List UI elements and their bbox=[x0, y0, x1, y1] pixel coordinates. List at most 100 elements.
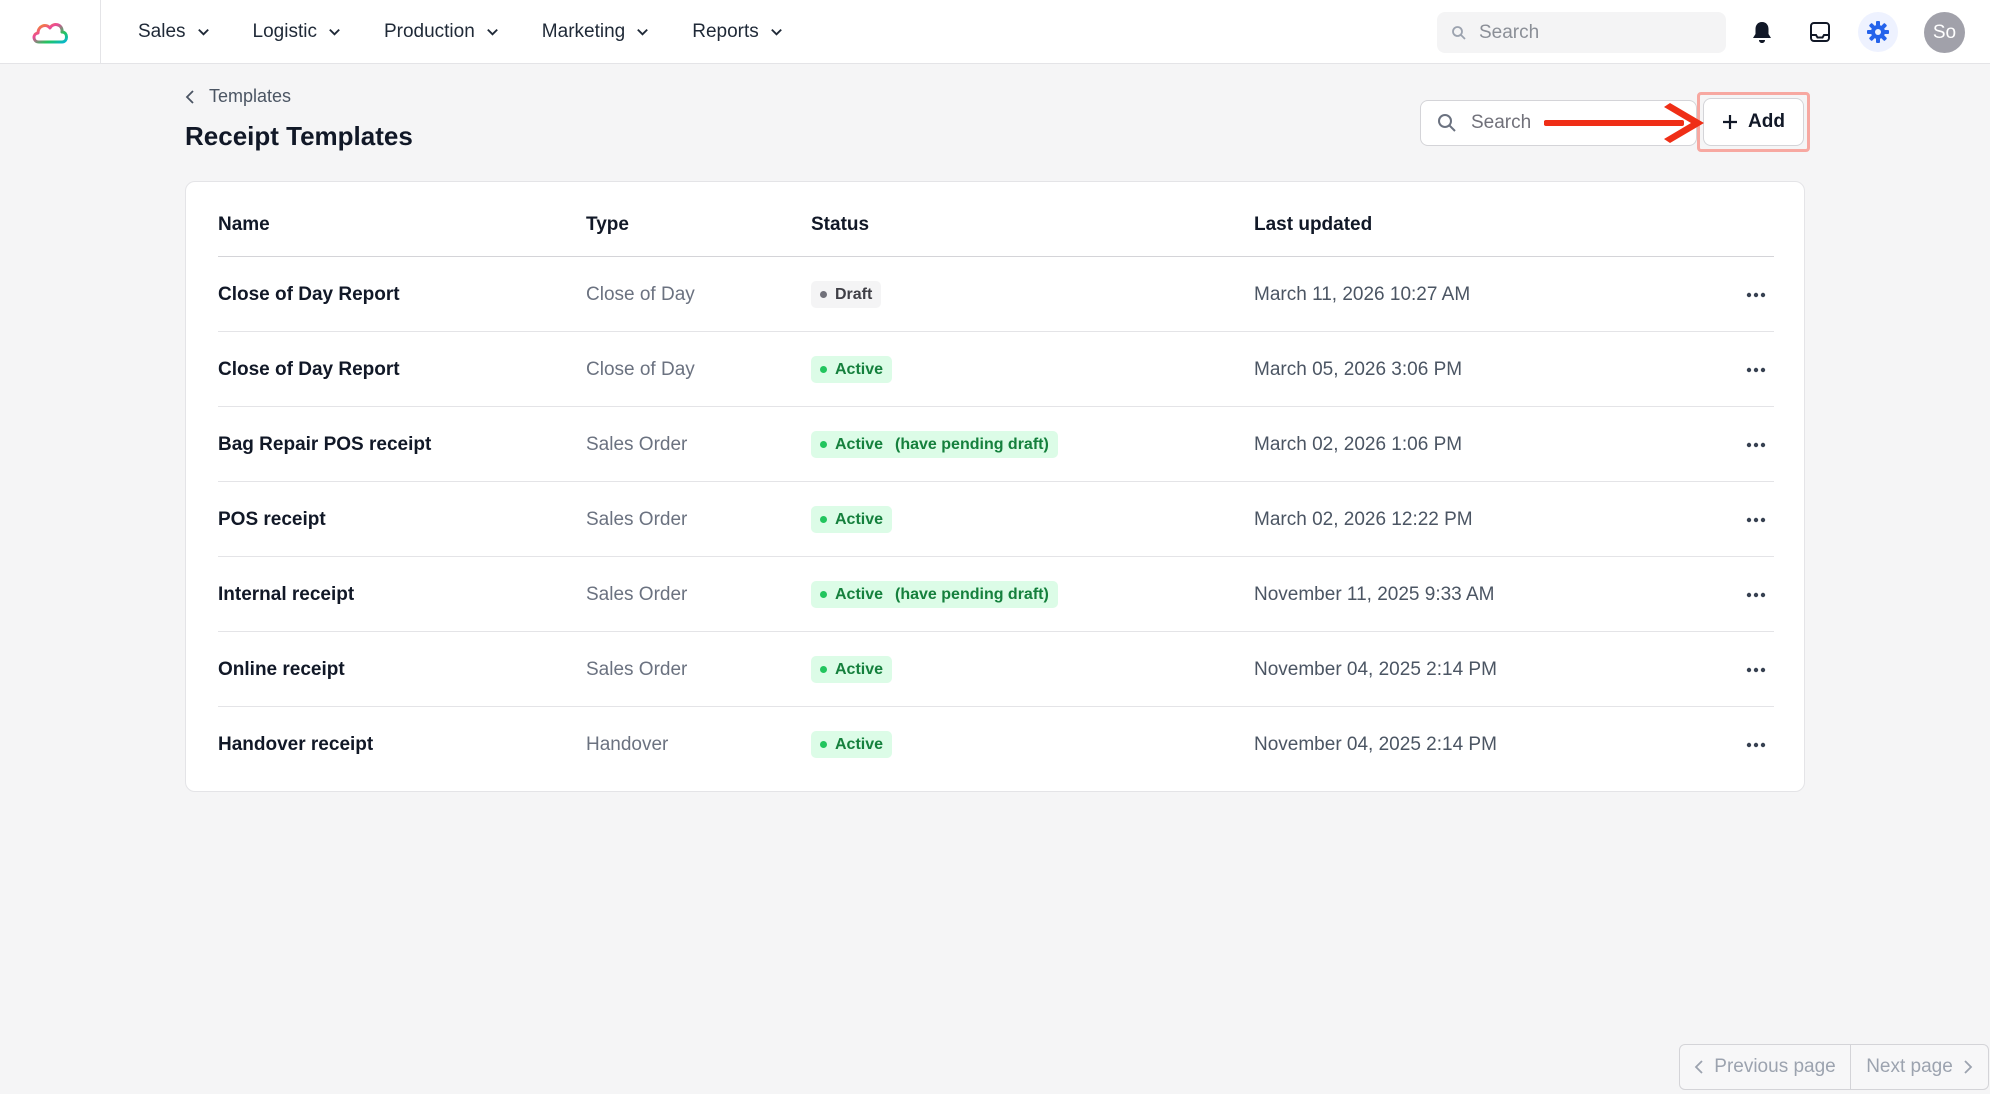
template-name[interactable]: POS receipt bbox=[218, 509, 326, 530]
status-badge: Active bbox=[811, 506, 893, 533]
last-updated: March 11, 2026 10:27 AM bbox=[1254, 284, 1471, 305]
status-extra: (have pending draft) bbox=[895, 585, 1049, 603]
bell-icon bbox=[1753, 22, 1771, 43]
template-type: Sales Order bbox=[586, 584, 688, 605]
status-cell: Active bbox=[811, 656, 893, 683]
status-label: Active bbox=[835, 360, 884, 378]
status-badge: Active (have pending draft) bbox=[811, 581, 1058, 608]
template-type: Handover bbox=[586, 734, 669, 755]
breadcrumb-label: Templates bbox=[209, 86, 292, 106]
last-updated: November 11, 2025 9:33 AM bbox=[1254, 584, 1495, 605]
more-horizontal-icon bbox=[1746, 292, 1766, 298]
more-horizontal-icon bbox=[1746, 517, 1766, 523]
more-horizontal-icon bbox=[1746, 592, 1766, 598]
chevron-right-icon bbox=[1964, 1060, 1973, 1074]
table-row[interactable]: Close of Day Report Close of Day Draft Marc… bbox=[218, 257, 1774, 332]
app-logo[interactable] bbox=[0, 0, 101, 63]
table-row[interactable]: Handover receipt Handover Active November 0… bbox=[218, 707, 1774, 782]
more-horizontal-icon bbox=[1746, 442, 1766, 448]
nav-sales[interactable]: Sales bbox=[138, 21, 211, 43]
table-row[interactable]: Internal receipt Sales Order Active (have p… bbox=[218, 557, 1774, 632]
last-updated: November 04, 2025 2:14 PM bbox=[1254, 734, 1497, 755]
add-template-button[interactable]: Add bbox=[1703, 98, 1804, 146]
chevron-down-icon bbox=[486, 28, 498, 36]
template-name[interactable]: Close of Day Report bbox=[218, 359, 400, 380]
column-header-last-updated[interactable]: Last updated bbox=[1254, 214, 1373, 235]
annotation-arrow-icon bbox=[1544, 103, 1704, 143]
nav-marketing[interactable]: Marketing bbox=[542, 21, 650, 43]
chevron-down-icon bbox=[637, 28, 649, 36]
chevron-left-icon bbox=[185, 89, 194, 104]
chevron-down-icon bbox=[197, 28, 209, 36]
template-name[interactable]: Bag Repair POS receipt bbox=[218, 434, 432, 455]
table-row[interactable]: Online receipt Sales Order Active November … bbox=[218, 632, 1774, 707]
last-updated: March 02, 2026 12:22 PM bbox=[1254, 509, 1473, 530]
template-name[interactable]: Internal receipt bbox=[218, 584, 355, 605]
global-search-input[interactable] bbox=[1479, 21, 1699, 44]
next-page-button[interactable]: Next page bbox=[1851, 1045, 1988, 1089]
last-updated: November 04, 2025 2:14 PM bbox=[1254, 659, 1497, 680]
breadcrumb-back[interactable]: Templates bbox=[185, 86, 291, 107]
nav-reports-label: Reports bbox=[692, 20, 759, 42]
more-horizontal-icon bbox=[1746, 367, 1766, 373]
table-row[interactable]: Close of Day Report Close of Day Active Mar… bbox=[218, 332, 1774, 407]
row-actions-button[interactable] bbox=[1743, 432, 1769, 458]
inbox-icon bbox=[1810, 22, 1830, 42]
status-label: Active bbox=[835, 585, 884, 603]
row-actions-button[interactable] bbox=[1743, 357, 1769, 383]
nav-logistic[interactable]: Logistic bbox=[253, 21, 342, 43]
status-dot-icon bbox=[820, 741, 827, 748]
status-label: Active bbox=[835, 660, 884, 678]
status-dot-icon bbox=[820, 291, 827, 298]
row-actions-button[interactable] bbox=[1743, 507, 1769, 533]
nav-production[interactable]: Production bbox=[384, 21, 500, 43]
table-row[interactable]: POS receipt Sales Order Active March 02, 20… bbox=[218, 482, 1774, 557]
next-page-label: Next page bbox=[1866, 1056, 1953, 1077]
notifications-button[interactable] bbox=[1742, 12, 1782, 52]
row-actions-button[interactable] bbox=[1743, 582, 1769, 608]
status-label: Draft bbox=[835, 285, 873, 303]
user-avatar[interactable]: So bbox=[1924, 12, 1965, 53]
settings-button[interactable] bbox=[1858, 12, 1898, 52]
template-name[interactable]: Handover receipt bbox=[218, 734, 374, 755]
status-label: Active bbox=[835, 435, 884, 453]
template-type: Close of Day bbox=[586, 359, 695, 380]
column-header-name[interactable]: Name bbox=[218, 214, 270, 235]
search-icon bbox=[1438, 114, 1456, 132]
column-header-status[interactable]: Status bbox=[811, 214, 870, 235]
main-nav: Sales Logistic Production Marketing Repo… bbox=[138, 0, 826, 63]
pagination: Previous page Next page bbox=[1679, 1044, 1989, 1090]
previous-page-button[interactable]: Previous page bbox=[1680, 1045, 1851, 1089]
status-badge: Active bbox=[811, 731, 893, 758]
nav-logistic-label: Logistic bbox=[252, 20, 317, 42]
more-horizontal-icon bbox=[1746, 667, 1766, 673]
inbox-button[interactable] bbox=[1800, 12, 1840, 52]
row-actions-button[interactable] bbox=[1743, 282, 1769, 308]
status-cell: Active (have pending draft) bbox=[811, 431, 1058, 458]
status-extra: (have pending draft) bbox=[895, 435, 1049, 453]
status-dot-icon bbox=[820, 366, 827, 373]
column-header-type[interactable]: Type bbox=[586, 214, 629, 235]
add-button-label: Add bbox=[1748, 111, 1785, 132]
cloud-logo-icon bbox=[32, 22, 68, 43]
global-search[interactable] bbox=[1437, 12, 1726, 53]
more-horizontal-icon bbox=[1746, 742, 1766, 748]
template-type: Sales Order bbox=[586, 434, 688, 455]
row-actions-button[interactable] bbox=[1743, 732, 1769, 758]
status-badge: Active bbox=[811, 356, 893, 383]
template-name[interactable]: Close of Day Report bbox=[218, 284, 400, 305]
gear-icon bbox=[1867, 21, 1889, 43]
nav-sales-label: Sales bbox=[138, 20, 186, 42]
table-row[interactable]: Bag Repair POS receipt Sales Order Active (… bbox=[218, 407, 1774, 482]
nav-marketing-label: Marketing bbox=[541, 20, 626, 42]
nav-reports[interactable]: Reports bbox=[692, 21, 784, 43]
template-type: Sales Order bbox=[586, 659, 688, 680]
table-header: Name Type Status Last updated bbox=[218, 182, 1774, 257]
status-dot-icon bbox=[820, 516, 827, 523]
template-name[interactable]: Online receipt bbox=[218, 659, 345, 680]
status-cell: Active bbox=[811, 731, 893, 758]
template-type: Sales Order bbox=[586, 509, 688, 530]
template-type: Close of Day bbox=[586, 284, 695, 305]
row-actions-button[interactable] bbox=[1743, 657, 1769, 683]
status-badge: Active bbox=[811, 656, 893, 683]
